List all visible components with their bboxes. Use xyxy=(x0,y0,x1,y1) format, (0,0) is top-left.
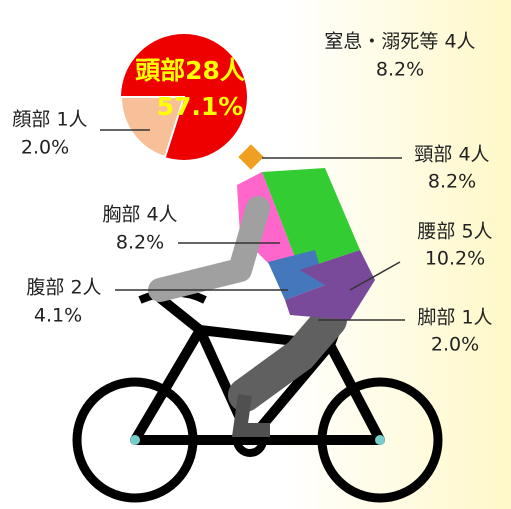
page: {"labels": [ {"part": "窒息・溺死等 4人", "perc… xyxy=(0,0,511,509)
label-percent: 8.2% xyxy=(376,59,424,81)
label-percent: 57.1% xyxy=(157,92,244,121)
label-percent: 2.0% xyxy=(431,334,479,356)
label-part: 腹部 2人 xyxy=(26,277,101,299)
label-part: 窒息・溺死等 4人 xyxy=(324,31,475,53)
label-part: 頭部28人 xyxy=(135,56,245,85)
label-part: 胸部 4人 xyxy=(102,204,177,226)
label-percent: 2.0% xyxy=(21,137,69,159)
label-part: 腰部 5人 xyxy=(417,221,492,243)
label-part: 頸部 4人 xyxy=(414,144,489,166)
label-percent: 10.2% xyxy=(425,248,485,270)
label-percent: 8.2% xyxy=(116,232,164,254)
label-part: 顔部 1人 xyxy=(12,109,87,131)
label-part: 脚部 1人 xyxy=(417,307,492,329)
label-percent: 8.2% xyxy=(428,171,476,193)
label-percent: 4.1% xyxy=(34,305,82,327)
infographic: 窒息・溺死等 4人 8.2% 顔部 1人 2.0% 頭部28人 57.1% 頸部… xyxy=(0,0,511,509)
